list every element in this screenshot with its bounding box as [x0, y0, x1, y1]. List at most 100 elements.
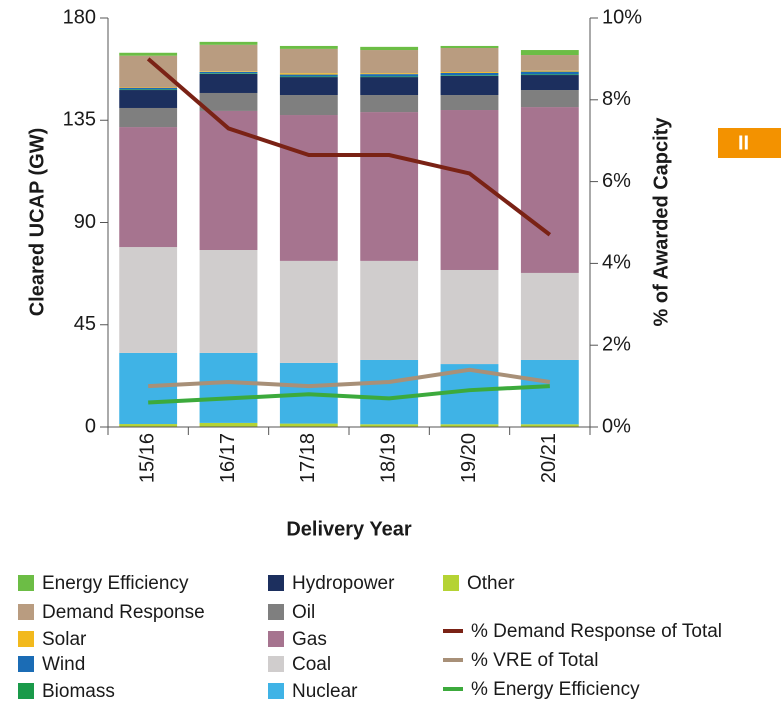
y-tick-label: 135 — [63, 109, 96, 131]
legend-label: Solar — [42, 629, 87, 650]
badge-text: II — [738, 132, 749, 154]
bar-segment — [520, 70, 579, 72]
legend-label: Nuclear — [292, 681, 358, 702]
legend-swatch — [443, 575, 459, 591]
bar-segment — [360, 50, 419, 74]
y-tick-label: 180 — [63, 6, 96, 28]
bar-segment — [440, 95, 499, 111]
legend-swatch — [268, 631, 284, 647]
bar-segment — [360, 46, 419, 51]
y-tick-label: 90 — [74, 211, 96, 233]
legend-swatch — [268, 656, 284, 672]
legend-label: % Demand Response of Total — [471, 621, 722, 642]
bar-segment — [440, 269, 499, 365]
bar-segment — [119, 52, 178, 56]
bar-segment — [279, 423, 338, 427]
bar-segment — [119, 127, 178, 248]
bar-segment — [199, 44, 258, 72]
bar-segment — [360, 76, 419, 78]
bar-segment — [199, 249, 258, 353]
y2-tick-label: 8% — [602, 88, 631, 110]
bar-segment — [199, 71, 258, 74]
bar-segment — [440, 424, 499, 427]
y-tick-label: 45 — [74, 313, 96, 335]
bar-segment — [119, 107, 178, 128]
bar-segment — [360, 77, 419, 96]
bar-segment — [360, 112, 419, 261]
bar-segment — [440, 72, 499, 73]
legend-label: Demand Response — [42, 602, 205, 623]
legend-label: % Energy Efficiency — [471, 679, 640, 700]
bar-segment — [279, 95, 338, 116]
bar-segment — [119, 247, 178, 353]
y2-axis-title: % of Awarded Capcity — [650, 117, 672, 327]
bar-segment — [520, 75, 579, 91]
legend-label: Coal — [292, 654, 331, 675]
bar-segment — [199, 71, 258, 72]
bar-segment — [520, 272, 579, 360]
bar-segment — [119, 87, 178, 90]
legend-label: Hydropower — [292, 573, 395, 594]
x-axis-title: Delivery Year — [286, 518, 412, 540]
bar-segment — [440, 47, 499, 73]
y2-tick-label: 10% — [602, 6, 642, 28]
y-axis-title: Cleared UCAP (GW) — [26, 128, 48, 317]
legend-label: % VRE of Total — [471, 650, 598, 671]
legend-label: Other — [467, 573, 515, 594]
bar-segment — [199, 73, 258, 93]
bar-segment — [520, 50, 579, 56]
bar-segment — [199, 73, 258, 74]
bar-segment — [279, 74, 338, 77]
bar-segment — [119, 89, 178, 91]
bar-segment — [199, 110, 258, 250]
x-tick-label: 20/21 — [538, 433, 560, 483]
bar-segment — [360, 95, 419, 113]
bar-segment — [119, 352, 178, 425]
bar-segment — [520, 359, 579, 425]
bar-segment — [520, 424, 579, 427]
bar-segment — [520, 107, 579, 273]
x-tick-label: 19/20 — [458, 433, 480, 483]
bar-segment — [440, 75, 499, 76]
bar-segment — [440, 45, 499, 48]
badge — [718, 128, 781, 158]
line-series — [148, 384, 550, 405]
bar-segment — [279, 260, 338, 363]
line-series — [146, 57, 552, 237]
y-tick-label: 0 — [85, 415, 96, 437]
x-tick-label: 15/16 — [136, 433, 158, 483]
legend-swatch — [18, 604, 34, 620]
bar-segment — [199, 41, 258, 45]
bar-segment — [440, 72, 499, 76]
bar-segment — [279, 77, 338, 96]
bar-segment — [360, 73, 419, 75]
bar-segment — [520, 71, 579, 75]
legend-swatch — [18, 656, 34, 672]
bar-segment — [279, 76, 338, 78]
y2-tick-label: 6% — [602, 170, 631, 192]
bar-segment — [199, 422, 258, 427]
bar-segment — [279, 73, 338, 75]
legend-label: Energy Efficiency — [42, 573, 189, 594]
legend-swatch — [268, 575, 284, 591]
bar-segment — [360, 424, 419, 427]
legend-swatch — [18, 575, 34, 591]
bar-segment — [119, 424, 178, 427]
bar-segment — [520, 55, 579, 71]
bar-segment — [520, 90, 579, 108]
bar-segment — [199, 352, 258, 423]
x-tick-label: 16/17 — [217, 433, 239, 483]
y2-tick-label: 0% — [602, 415, 631, 437]
legend-swatch — [268, 683, 284, 699]
bar-segment — [520, 74, 579, 76]
bar-segment — [360, 359, 419, 425]
x-tick-label: 17/18 — [297, 433, 319, 483]
legend-label: Gas — [292, 629, 327, 650]
bar-segment — [119, 90, 178, 108]
bar-segment — [440, 75, 499, 96]
line-series — [148, 367, 551, 389]
x-tick-label: 18/19 — [377, 433, 399, 483]
bar-segment — [199, 92, 258, 111]
legend-swatch — [268, 604, 284, 620]
